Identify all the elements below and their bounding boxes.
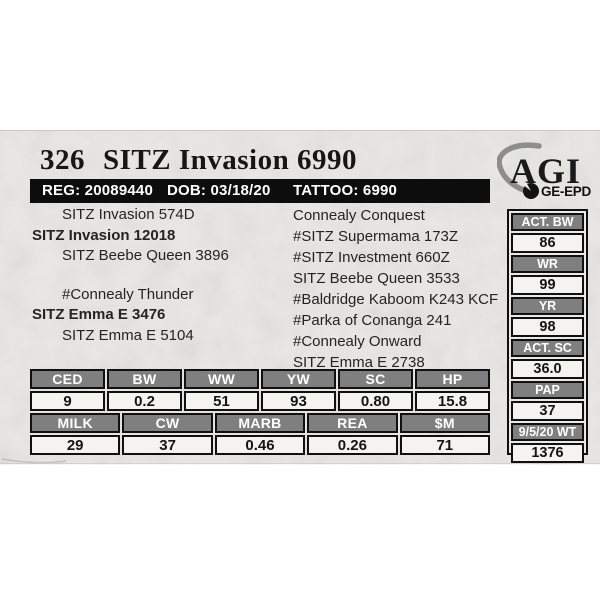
pedigree-entry: SITZ Emma E 5104: [62, 326, 194, 344]
pedigree-entry: #Parka of Conanga 241: [293, 312, 452, 329]
pedigree-entry: SITZ Invasion 574D: [62, 206, 195, 223]
epd-header: HP: [415, 369, 490, 389]
agi-logo-text: AGI: [510, 151, 581, 191]
epd-header: CW: [122, 413, 213, 433]
epd-value: 51: [184, 391, 259, 411]
performance-header: ACT. SC: [511, 339, 584, 357]
performance-value: 37: [511, 401, 584, 421]
epd-header: MARB: [214, 413, 306, 433]
epd-value-row-1: 9 0.2 51 93 0.80 15.8: [30, 391, 490, 411]
animal-name: SITZ Invasion 6990: [103, 144, 357, 176]
lot-title: 326 SITZ Invasion 6990: [40, 144, 357, 177]
epd-value-row-2: 29 37 0.46 0.26 71: [30, 435, 490, 455]
epd-header: SC: [338, 369, 413, 389]
sale-catalog-lot-card: 326 SITZ Invasion 6990 REG: 20089440 DOB…: [0, 130, 600, 465]
pedigree-entry: SITZ Beebe Queen 3896: [62, 247, 229, 264]
lot-number: 326: [40, 144, 85, 176]
epd-value: 0.46: [214, 435, 306, 455]
performance-header: PAP: [511, 381, 584, 399]
performance-value: 1376: [511, 443, 584, 463]
epd-value: 0.2: [107, 391, 182, 411]
pedigree-entry: SITZ Beebe Queen 3533: [293, 270, 460, 287]
agi-ge-epd-logo: AGI GE-EPD: [496, 139, 593, 203]
tattoo-number: TATTOO: 6990: [293, 182, 398, 199]
performance-header: 9/5/20 WT: [511, 423, 584, 441]
pedigree-entry: #Connealy Thunder: [62, 285, 194, 303]
ge-epd-label: GE-EPD: [541, 184, 592, 199]
epd-header-row-1: CED BW WW YW SC HP: [30, 369, 490, 389]
epd-header: WW: [184, 369, 259, 389]
epd-value: 0.26: [307, 435, 398, 455]
registration-bar: REG: 20089440 DOB: 03/18/20 TATTOO: 6990: [30, 179, 490, 203]
pedigree-entry: SITZ Emma E 2738: [293, 354, 425, 371]
pedigree-entry: #SITZ Investment 660Z: [293, 249, 450, 266]
epd-value: 71: [399, 435, 490, 455]
epd-header: CED: [30, 369, 105, 389]
pedigree-sire-dam-column: SITZ Invasion 574D SITZ Invasion 12018 S…: [32, 205, 287, 346]
performance-table: ACT. BW 86 WR 99 YR 98 ACT. SC 36.0 PAP …: [507, 209, 588, 463]
pedigree-entry: #Connealy Onward: [293, 333, 422, 350]
performance-header: WR: [511, 255, 584, 273]
performance-header: YR: [511, 297, 584, 315]
epd-header: MILK: [30, 413, 121, 433]
agi-swoosh-icon: [496, 142, 542, 195]
epd-header: REA: [307, 413, 398, 433]
ge-epd-dot-notch: [522, 182, 531, 191]
epd-value: 29: [30, 435, 121, 455]
reg-number: REG: 20089440: [42, 182, 154, 199]
epd-value: 0.80: [338, 391, 413, 411]
pedigree-entry: Connealy Conquest: [293, 207, 425, 224]
epd-value: 37: [122, 435, 213, 455]
epd-header: $M: [399, 413, 490, 433]
epd-value: 9: [30, 391, 105, 411]
performance-header: ACT. BW: [511, 213, 584, 231]
epd-table: CED BW WW YW SC HP 9 0.2 51 93 0.80 15.8…: [30, 369, 490, 455]
performance-value: 36.0: [511, 359, 584, 379]
performance-value: 86: [511, 233, 584, 253]
epd-header: YW: [261, 369, 336, 389]
epd-value: 93: [261, 391, 336, 411]
pedigree-entry: #SITZ Supermama 173Z: [293, 228, 459, 245]
performance-value: 99: [511, 275, 584, 295]
pedigree-ancestors-column: Connealy Conquest #SITZ Supermama 173Z #…: [293, 205, 508, 373]
pedigree-sire: SITZ Invasion 12018: [32, 226, 176, 244]
performance-value: 98: [511, 317, 584, 337]
birth-date: DOB: 03/18/20: [167, 182, 271, 199]
epd-header-row-2: MILK CW MARB REA $M: [30, 413, 490, 433]
pedigree-entry: #Baldridge Kaboom K243 KCF: [293, 291, 499, 308]
epd-value: 15.8: [415, 391, 490, 411]
epd-header: BW: [107, 369, 182, 389]
pedigree-dam: SITZ Emma E 3476: [32, 306, 166, 323]
